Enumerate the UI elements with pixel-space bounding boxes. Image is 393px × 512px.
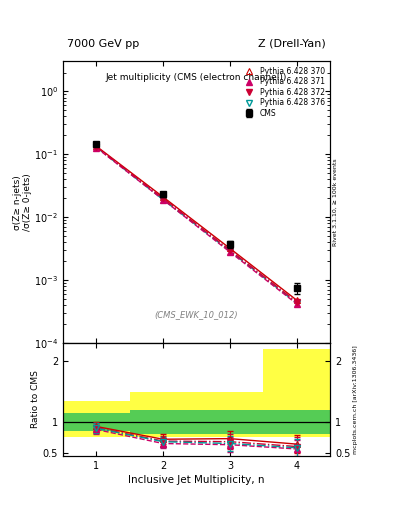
- Pythia 6.428 370: [228, 245, 232, 251]
- Pythia 6.428 376: [94, 144, 99, 150]
- Pythia 6.428 372: [294, 299, 299, 305]
- Pythia 6.428 371: [228, 249, 232, 255]
- Legend: Pythia 6.428 370, Pythia 6.428 371, Pythia 6.428 372, Pythia 6.428 376, CMS: Pythia 6.428 370, Pythia 6.428 371, Pyth…: [240, 65, 326, 119]
- Pythia 6.428 370: [294, 297, 299, 303]
- Pythia 6.428 371: [94, 144, 99, 151]
- Y-axis label: Rivet 3.1.10, ≥ 100k events: Rivet 3.1.10, ≥ 100k events: [333, 158, 338, 246]
- Line: Pythia 6.428 370: Pythia 6.428 370: [94, 143, 299, 303]
- Pythia 6.428 370: [161, 194, 165, 200]
- Pythia 6.428 376: [161, 197, 165, 203]
- Pythia 6.428 371: [161, 197, 165, 203]
- Y-axis label: Ratio to CMS: Ratio to CMS: [31, 370, 40, 429]
- Pythia 6.428 376: [294, 300, 299, 306]
- Pythia 6.428 370: [94, 143, 99, 149]
- Pythia 6.428 376: [228, 248, 232, 254]
- Line: Pythia 6.428 371: Pythia 6.428 371: [94, 145, 299, 307]
- Pythia 6.428 371: [294, 301, 299, 307]
- Text: Jet multiplicity (CMS (electron channel)): Jet multiplicity (CMS (electron channel)…: [106, 73, 287, 82]
- Line: Pythia 6.428 372: Pythia 6.428 372: [94, 144, 299, 305]
- Pythia 6.428 372: [94, 144, 99, 150]
- Y-axis label: σ(Z≥ n-jets)
/σ(Z≥ 0-jets): σ(Z≥ n-jets) /σ(Z≥ 0-jets): [13, 174, 33, 231]
- X-axis label: Inclusive Jet Multiplicity, n: Inclusive Jet Multiplicity, n: [128, 475, 265, 485]
- Text: (CMS_EWK_10_012): (CMS_EWK_10_012): [155, 310, 238, 319]
- Line: Pythia 6.428 376: Pythia 6.428 376: [94, 144, 299, 306]
- Text: Z (Drell-Yan): Z (Drell-Yan): [259, 38, 326, 49]
- Pythia 6.428 372: [228, 247, 232, 253]
- Pythia 6.428 372: [161, 195, 165, 201]
- Y-axis label: mcplots.cern.ch [arXiv:1306.3436]: mcplots.cern.ch [arXiv:1306.3436]: [353, 345, 358, 454]
- Text: 7000 GeV pp: 7000 GeV pp: [67, 38, 139, 49]
